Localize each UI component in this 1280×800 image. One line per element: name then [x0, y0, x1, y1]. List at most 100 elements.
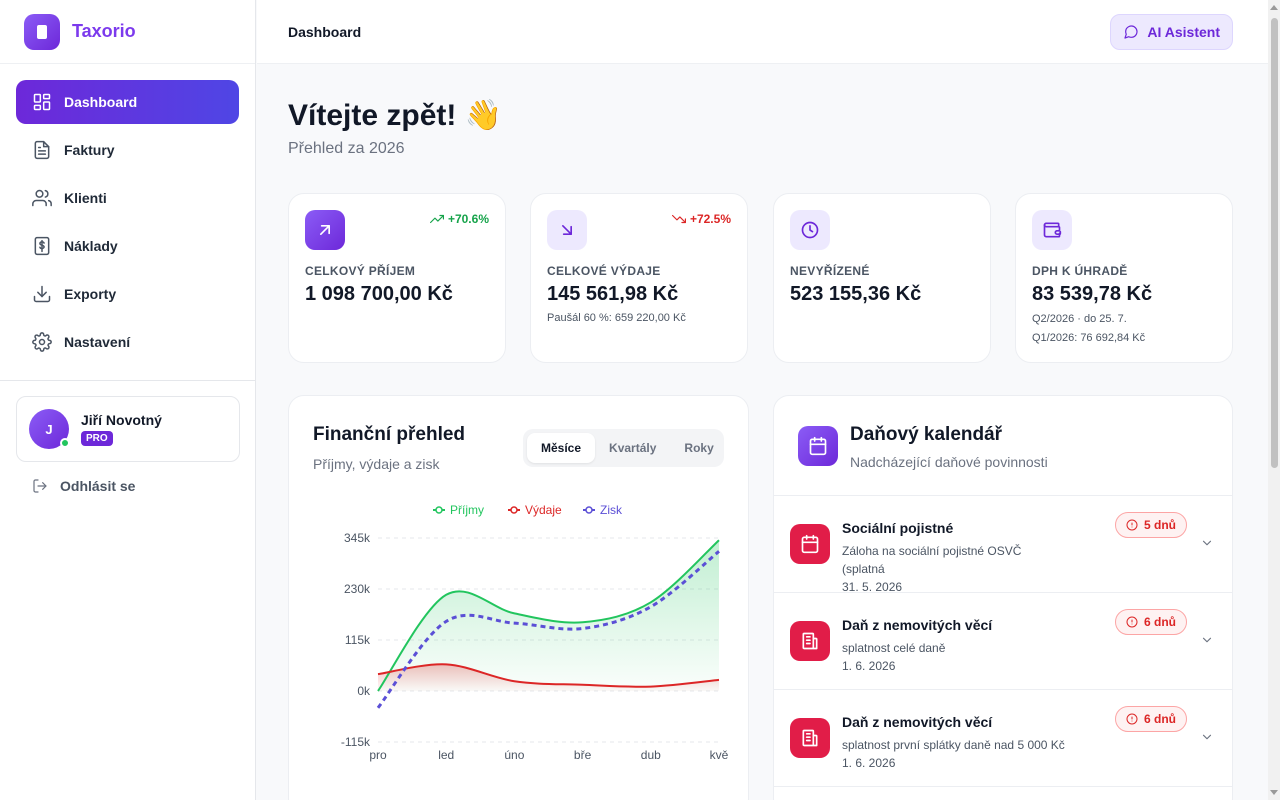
calendar-item-title: Sociální pojistné	[842, 520, 954, 536]
x-tick-label: dub	[641, 748, 661, 762]
topbar: Dashboard AI Asistent	[257, 0, 1268, 64]
sidebar-item-label: Nastavení	[64, 334, 131, 350]
building-icon	[802, 729, 818, 747]
brand-name: Taxorio	[72, 21, 136, 41]
page-scrollbar[interactable]	[1268, 0, 1280, 800]
user-name: Jiří Novotný	[81, 412, 162, 428]
calendar-item-icon	[790, 621, 830, 661]
scroll-thumb[interactable]	[1271, 18, 1278, 468]
alert-circle-icon	[1126, 713, 1138, 725]
brand[interactable]: Taxorio	[0, 0, 255, 64]
stat-value: 523 155,36 Kč	[790, 283, 922, 305]
tab-years[interactable]: Roky	[684, 441, 714, 455]
due-badge: 5 dnů	[1115, 512, 1187, 538]
avatar: J	[29, 409, 70, 449]
arrow-down-right-icon	[562, 225, 572, 235]
download-icon	[33, 285, 51, 303]
sidebar-item-klienti[interactable]: Klienti	[16, 176, 239, 220]
stat-change-value: +70.6%	[447, 212, 489, 226]
legend-marker	[510, 506, 518, 514]
x-tick-label: kvě	[710, 748, 729, 762]
chart-subtitle: Příjmy, výdaje a zisk	[313, 456, 440, 472]
stat-label: DPH K ÚHRADĚ	[1032, 264, 1128, 278]
stat-card-vat: DPH K ÚHRADĚ 83 539,78 Kč Q2/2026 · do 2…	[1015, 193, 1233, 363]
stat-label: CELKOVÉ VÝDAJE	[547, 264, 661, 278]
calendar-item-date: 1. 6. 2026	[842, 756, 896, 770]
y-tick-label: 230k	[344, 582, 371, 596]
expand-toggle[interactable]	[1200, 536, 1214, 550]
sidebar: Taxorio Dashboard Faktury Klienti Náklad…	[0, 0, 256, 800]
series-line-příjmy	[377, 539, 720, 692]
calendar-subtitle: Nadcházející daňové povinnosti	[850, 454, 1048, 470]
legend-label: Příjmy	[450, 503, 484, 517]
calendar-header-icon	[798, 426, 838, 466]
user-card[interactable]: J Jiří Novotný PRO	[16, 396, 240, 462]
sidebar-item-naklady[interactable]: Náklady	[16, 224, 239, 268]
stat-icon	[790, 210, 830, 250]
welcome-heading: Vítejte zpět! 👋	[288, 99, 503, 132]
calendar-item[interactable]: Sociální pojistné Záloha na sociální poj…	[774, 496, 1232, 596]
stat-change: +72.5%	[671, 212, 731, 226]
calendar-item-desc-text: splatnost celé daně	[842, 641, 946, 655]
sidebar-item-label: Faktury	[64, 142, 115, 158]
due-badge-label: 6 dnů	[1144, 615, 1176, 629]
sidebar-item-label: Dashboard	[64, 94, 138, 110]
logout-button[interactable]: Odhlásit se	[32, 478, 135, 494]
logout-icon	[33, 479, 47, 493]
online-status-dot	[60, 438, 70, 448]
due-badge-label: 5 dnů	[1144, 518, 1176, 532]
stat-value: 83 539,78 Kč	[1032, 283, 1153, 305]
legend-label: Zisk	[600, 503, 623, 517]
y-tick-label: 345k	[344, 531, 371, 545]
invoice-icon	[34, 140, 50, 160]
financial-overview-card: 345k 230k 115k 0k -115k pro led úno bře dub kvě Pří…	[288, 395, 749, 800]
stat-icon	[305, 210, 345, 250]
calendar-item-desc: Záloha na sociální pojistné OSVČ (splatn…	[842, 542, 1062, 596]
users-icon	[32, 189, 52, 207]
calendar-item-date: 1. 6. 2026	[842, 659, 896, 673]
stat-card-pending: NEVYŘÍZENÉ 523 155,36 Kč	[773, 193, 991, 363]
x-tick-label: led	[438, 748, 454, 762]
ai-assistant-button[interactable]: AI Asistent	[1110, 14, 1233, 50]
expand-toggle[interactable]	[1200, 633, 1214, 647]
chevron-down-icon	[1202, 637, 1212, 643]
alert-circle-icon	[1126, 519, 1138, 531]
expand-toggle[interactable]	[1200, 730, 1214, 744]
series-area-příjmy	[378, 540, 719, 691]
calendar-item-desc-text: Záloha na sociální pojistné OSVČ (splatn…	[842, 544, 1022, 576]
tab-quarters[interactable]: Kvartály	[609, 441, 657, 455]
calendar-item-date: 31. 5. 2026	[842, 580, 903, 594]
sidebar-item-nastaveni[interactable]: Nastavení	[16, 320, 239, 364]
sidebar-nav: Dashboard Faktury Klienti Náklady Export…	[0, 64, 255, 384]
plan-badge: PRO	[81, 431, 113, 446]
calendar-item[interactable]: Daň z nemovitých věcí splatnost celé dan…	[774, 593, 1232, 690]
clock-icon	[801, 221, 819, 239]
stat-label: NEVYŘÍZENÉ	[790, 264, 870, 278]
due-badge-label: 6 dnů	[1144, 712, 1176, 726]
x-tick-label: úno	[504, 748, 524, 762]
sidebar-item-exporty[interactable]: Exporty	[16, 272, 239, 316]
y-tick-label: 115k	[345, 633, 371, 647]
x-tick-label: pro	[369, 748, 387, 762]
sidebar-item-faktury[interactable]: Faktury	[16, 128, 239, 172]
scroll-down-arrow-icon[interactable]	[1270, 790, 1278, 795]
stat-icon	[1032, 210, 1072, 250]
stat-label: CELKOVÝ PŘÍJEM	[305, 264, 416, 278]
stat-card-expenses: +72.5% CELKOVÉ VÝDAJE 145 561,98 Kč Pauš…	[530, 193, 748, 363]
due-badge: 6 dnů	[1115, 706, 1187, 732]
alert-circle-icon	[1126, 616, 1138, 628]
scroll-up-arrow-icon[interactable]	[1270, 5, 1278, 10]
y-tick-label: 0k	[357, 684, 371, 698]
sidebar-item-dashboard[interactable]: Dashboard	[16, 80, 239, 124]
period-switcher: Měsíce Kvartály Roky	[523, 429, 724, 467]
series-line-zisk	[376, 550, 720, 709]
y-tick-label: -115k	[341, 735, 371, 749]
sidebar-divider	[0, 380, 255, 381]
tab-months[interactable]: Měsíce	[527, 433, 596, 463]
series-line-výdaje	[377, 663, 720, 688]
calendar-item[interactable]: Daň z nemovitých věcí splatnost první sp…	[774, 690, 1232, 787]
calendar-item-desc-text: splatnost první splátky daně nad 5 000 K…	[842, 738, 1065, 752]
stat-card-income: +70.6% CELKOVÝ PŘÍJEM 1 098 700,00 Kč	[288, 193, 506, 363]
wallet-icon	[1043, 222, 1062, 238]
calendar-icon	[809, 436, 827, 456]
